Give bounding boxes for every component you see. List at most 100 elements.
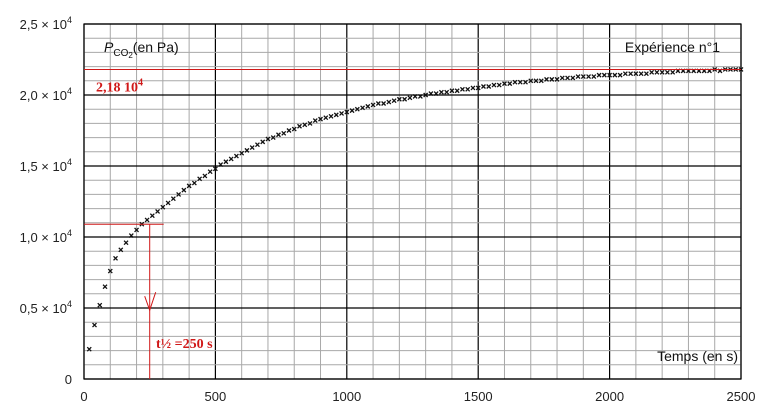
data-point (486, 84, 492, 89)
y-tick-label: 0,5 × 104 (20, 299, 72, 316)
data-point (375, 101, 381, 106)
data-point (297, 123, 302, 129)
data-point (575, 74, 581, 79)
data-point (176, 191, 182, 197)
data-point (496, 82, 502, 88)
data-point (86, 346, 92, 352)
data-point (523, 79, 528, 85)
y-tick-label: 2,5 × 104 (20, 15, 72, 32)
data-point (670, 69, 676, 75)
data-point (312, 118, 318, 124)
data-point (423, 92, 429, 98)
data-point (244, 147, 250, 153)
grid-lines (83, 23, 742, 380)
data-point (433, 91, 439, 97)
data-point (202, 173, 208, 179)
data-point (459, 86, 465, 92)
data-point (92, 322, 97, 328)
x-tick-label: 2000 (595, 389, 624, 404)
data-point (475, 85, 481, 91)
data-point (123, 240, 129, 246)
data-point (491, 82, 497, 88)
data-point (654, 69, 660, 75)
data-point (360, 105, 366, 111)
data-point (517, 79, 523, 85)
experiment-label: Expérience n°1 (625, 39, 720, 55)
data-point (428, 91, 434, 97)
data-point (554, 76, 560, 82)
data-point (570, 75, 576, 81)
data-point (559, 75, 565, 81)
data-point (233, 153, 239, 159)
data-point (107, 268, 113, 274)
plot-frame (83, 23, 742, 380)
data-point (565, 75, 571, 81)
x-tick-label: 500 (205, 389, 227, 404)
data-point (228, 156, 234, 162)
x-tick-label: 0 (80, 389, 87, 404)
data-point (128, 233, 134, 239)
data-point (291, 126, 297, 132)
data-point (607, 72, 613, 78)
data-point (386, 99, 392, 105)
y-tick-label: 0 (65, 372, 72, 387)
data-point (617, 72, 623, 78)
data-point (438, 89, 444, 95)
data-point (165, 200, 171, 206)
data-point (265, 136, 271, 142)
data-point (281, 130, 287, 136)
data-point (444, 89, 450, 95)
data-point (328, 113, 334, 119)
data-point (239, 150, 245, 156)
x-tick-label: 1500 (464, 389, 493, 404)
x-tick-label: 1000 (332, 389, 361, 404)
final-value-label: 2,18 104 (96, 77, 143, 95)
data-point (402, 96, 408, 102)
data-point (549, 76, 555, 82)
data-point (307, 120, 313, 126)
data-point (454, 88, 460, 94)
data-point (396, 96, 402, 102)
data-point (118, 247, 124, 253)
half-time-arrow (144, 292, 157, 312)
data-point (502, 81, 507, 87)
data-point (538, 78, 544, 84)
data-point (212, 166, 218, 172)
data-point (638, 71, 644, 77)
data-point (323, 115, 329, 121)
data-point (586, 74, 592, 79)
data-point (391, 98, 397, 104)
data-point (113, 255, 118, 261)
data-point (181, 187, 187, 193)
data-point (628, 71, 634, 77)
data-point (601, 72, 607, 78)
data-point (659, 69, 665, 75)
plot-area (84, 24, 741, 379)
data-point (544, 76, 549, 82)
data-point (365, 103, 371, 109)
data-point (249, 145, 255, 150)
data-point (533, 78, 539, 84)
data-point (197, 176, 203, 182)
data-point (354, 106, 360, 112)
data-point (412, 93, 418, 99)
data-point (170, 196, 176, 202)
data-point (612, 72, 618, 78)
data-point (480, 84, 486, 89)
data-point (407, 95, 413, 101)
data-points (86, 66, 744, 352)
data-point (512, 79, 518, 85)
half-time-label: t½ =250 s (156, 337, 213, 352)
data-point (417, 93, 423, 99)
y-tick-label: 1,0 × 104 (20, 228, 72, 245)
data-point (218, 162, 224, 168)
data-point (260, 139, 266, 145)
data-point (276, 132, 281, 138)
data-point (155, 208, 161, 214)
data-point (223, 159, 229, 165)
data-point (580, 74, 586, 79)
data-point (97, 302, 103, 308)
data-point (664, 69, 670, 75)
y-tick-label: 2,0 × 104 (20, 86, 72, 103)
